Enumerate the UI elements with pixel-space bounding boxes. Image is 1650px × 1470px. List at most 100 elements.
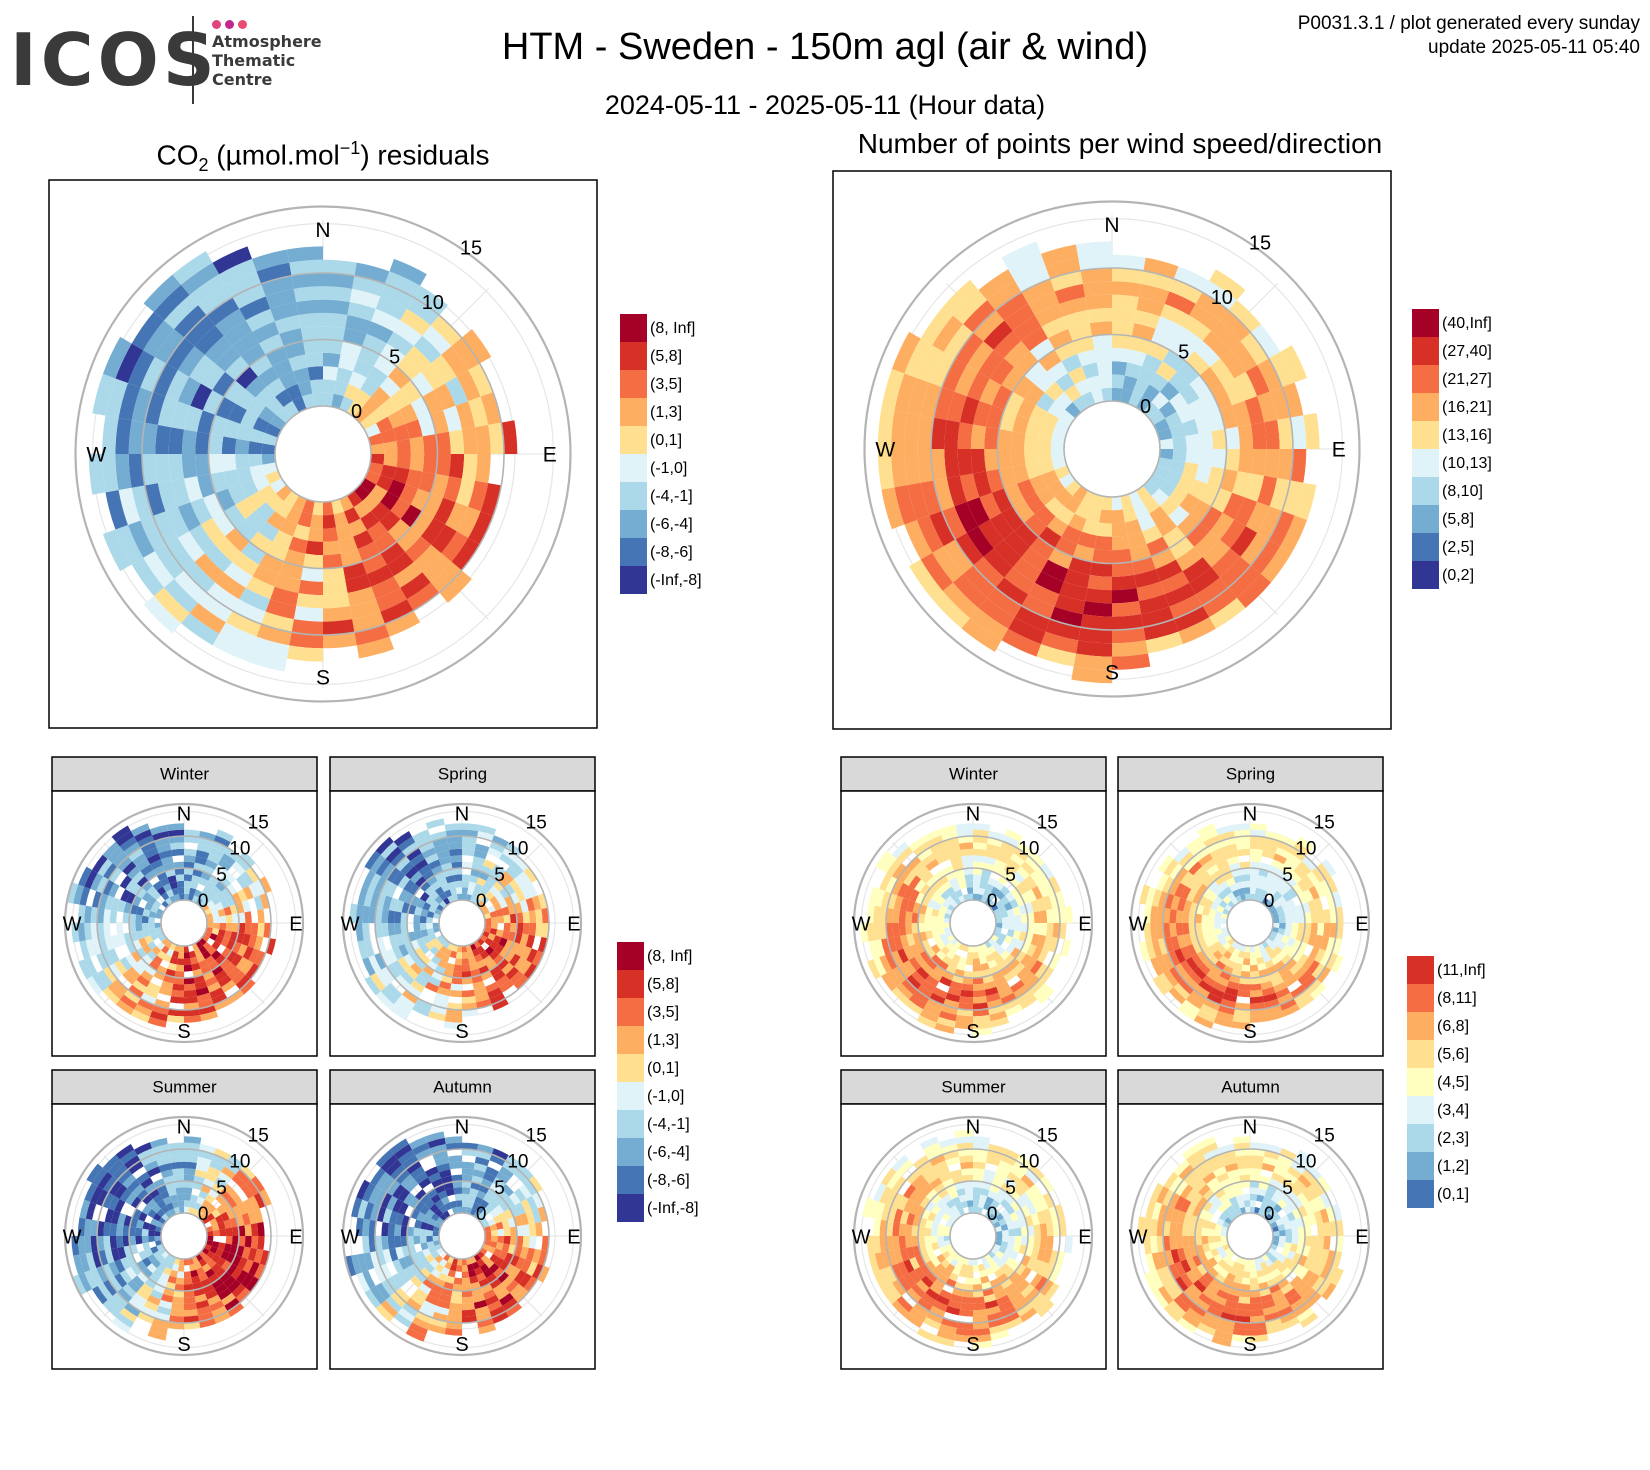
bin-cell: [211, 841, 228, 854]
bin-cell: [1004, 391, 1025, 415]
bin-cell: [370, 1285, 386, 1305]
bin-cell: [194, 856, 208, 866]
bin-cell: [881, 368, 905, 411]
bin-cell: [401, 989, 419, 1004]
bin-cell: [456, 1258, 462, 1266]
bin-cell: [184, 405, 203, 432]
bin-cell: [400, 912, 408, 923]
bin-cell: [904, 999, 924, 1015]
bin-cell: [197, 998, 214, 1009]
bin-cell: [155, 926, 163, 934]
bin-cell: [911, 861, 926, 876]
bin-cell: [973, 1258, 979, 1266]
bin-cell: [489, 1182, 502, 1194]
bin-cell: [147, 1329, 167, 1341]
bin-cell: [1145, 940, 1157, 960]
bin-cell: [1026, 889, 1037, 902]
bin-cell: [1087, 574, 1112, 591]
bin-cell: [84, 1182, 98, 1202]
bin-cell: [1165, 469, 1183, 487]
bin-cell: [162, 1267, 172, 1276]
bin-cell: [132, 962, 145, 975]
bin-cell: [868, 940, 880, 960]
bin-cell: [487, 1246, 496, 1254]
bin-cell: [437, 1272, 448, 1282]
bin-cell: [979, 492, 1002, 520]
bin-cell: [184, 887, 191, 895]
bin-cell: [998, 905, 1007, 913]
bin-cell: [945, 1263, 956, 1273]
legend-swatch: [617, 998, 644, 1026]
bin-cell: [424, 885, 435, 896]
bin-cell: [941, 937, 951, 947]
bin-cell: [939, 976, 952, 987]
bin-cell: [279, 518, 298, 537]
bin-cell: [211, 950, 222, 961]
bin-cell: [1024, 514, 1047, 537]
bin-cell: [1034, 867, 1049, 883]
legend-label: (0,1]: [1437, 1186, 1469, 1203]
bin-cell: [978, 519, 1004, 549]
bin-cell: [227, 484, 247, 505]
bin-cell: [973, 983, 985, 991]
bin-cell: [1250, 1277, 1259, 1285]
bin-cell: [927, 1211, 937, 1222]
bin-cell: [214, 970, 228, 982]
bin-cell: [930, 880, 942, 892]
bin-cell: [462, 1258, 468, 1266]
bin-cell: [487, 1300, 503, 1312]
bin-cell: [531, 1263, 544, 1280]
bin-cell: [979, 956, 988, 965]
bin-cell: [1211, 488, 1233, 513]
bin-cell: [1157, 457, 1173, 470]
legend-label: (21,27]: [1442, 371, 1492, 388]
bin-cell: [184, 1206, 190, 1214]
bin-cell: [414, 1287, 429, 1301]
bin-cell: [894, 485, 917, 525]
bin-cell: [1277, 895, 1287, 906]
bin-cell: [897, 1195, 909, 1211]
bin-cell: [1199, 366, 1223, 392]
bin-cell: [901, 978, 918, 995]
bin-cell: [1331, 891, 1342, 908]
bin-cell: [196, 954, 206, 963]
bin-cell: [418, 841, 435, 854]
bin-cell: [995, 1212, 1005, 1222]
bin-cell: [400, 380, 423, 404]
bin-cell: [191, 1208, 199, 1217]
bin-cell: [184, 561, 216, 593]
bin-cell: [1188, 912, 1196, 923]
bin-cell: [885, 1189, 898, 1207]
bin-cell: [516, 912, 524, 923]
bin-cell: [938, 1010, 957, 1022]
bin-cell: [1142, 495, 1160, 514]
bin-cell: [1299, 1312, 1319, 1328]
bin-cell: [1151, 888, 1163, 907]
bin-cell: [160, 891, 170, 901]
bin-cell: [1071, 666, 1112, 684]
bin-cell: [942, 1178, 955, 1189]
bin-cell: [202, 941, 212, 951]
bin-cell: [1081, 490, 1096, 507]
bin-cell: [398, 1202, 409, 1215]
bin-cell: [1266, 965, 1278, 975]
bin-cell: [1293, 1279, 1307, 1293]
bin-cell: [892, 923, 900, 937]
bin-cell: [104, 1208, 115, 1224]
bin-cell: [265, 288, 297, 309]
legend-label: (6,8]: [1437, 1018, 1469, 1035]
bin-cell: [499, 947, 510, 959]
bin-cell: [1286, 937, 1296, 948]
bin-cell: [1145, 886, 1157, 906]
bin-cell: [541, 907, 549, 923]
bin-cell: [1096, 522, 1112, 537]
bin-cell: [501, 930, 510, 940]
bin-cell: [1163, 1171, 1179, 1190]
bin-cell: [1250, 1181, 1260, 1189]
bin-cell: [941, 880, 952, 891]
bin-cell: [434, 1278, 446, 1288]
bin-cell: [405, 866, 419, 880]
bin-cell: [451, 861, 462, 869]
bin-cell: [166, 1202, 174, 1211]
bin-cell: [1287, 1200, 1298, 1212]
